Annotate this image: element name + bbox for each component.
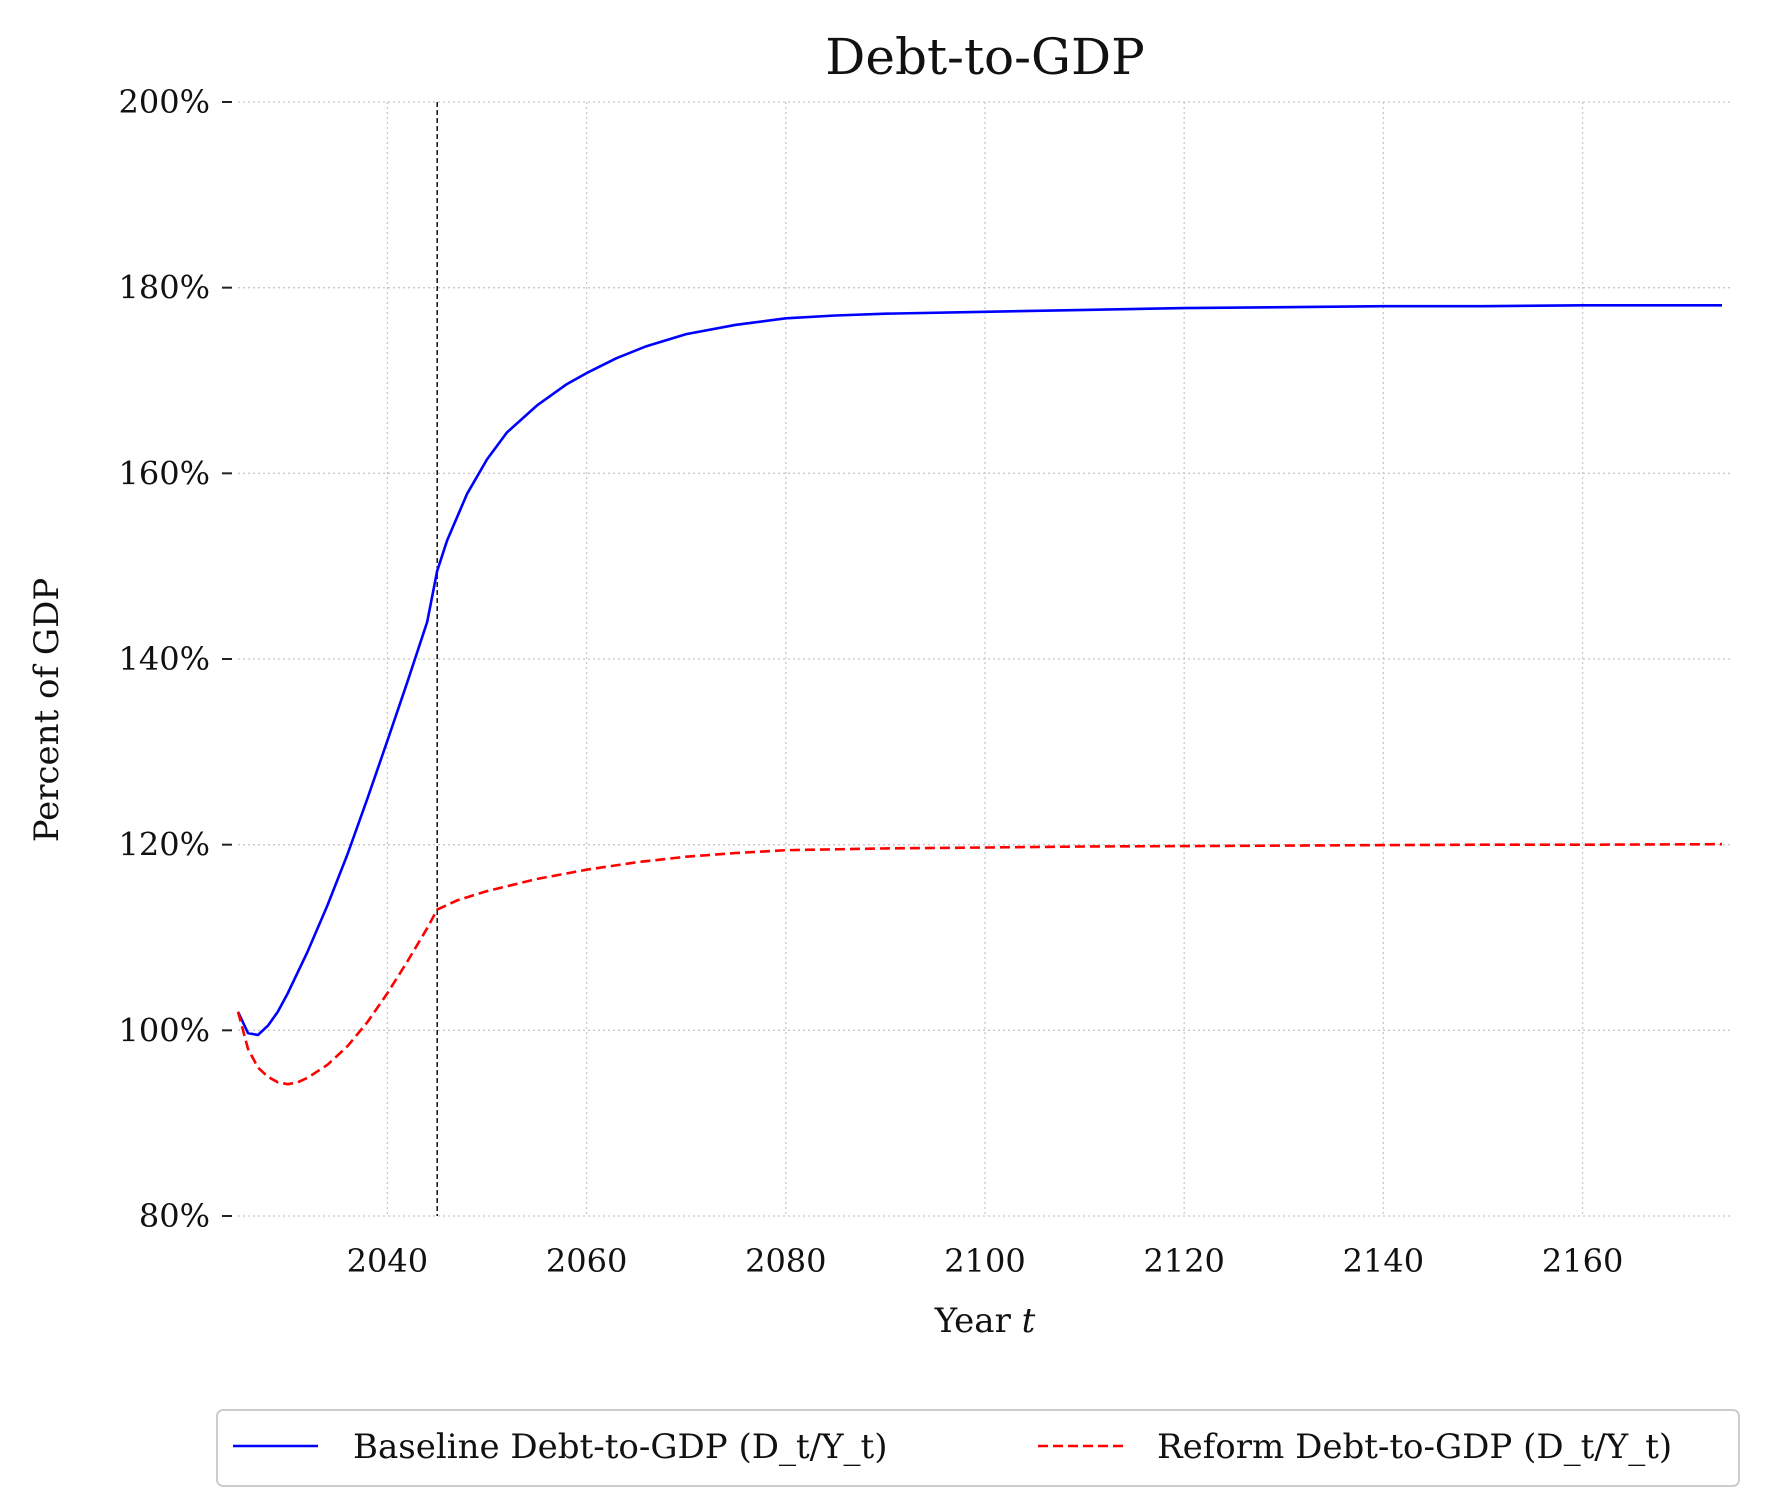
- x-tick-label: 2120: [1143, 1242, 1224, 1280]
- y-tick-label: 80%: [139, 1197, 210, 1235]
- series-line-reform: [236, 842, 1723, 1086]
- y-tick-label: 140%: [119, 640, 210, 678]
- x-tick-label: 2100: [944, 1242, 1025, 1280]
- x-tick-label: 2060: [546, 1242, 627, 1280]
- x-tick-label: 2080: [745, 1242, 826, 1280]
- legend-reform-label: Reform Debt-to-GDP (D_t/Y_t): [1157, 1427, 1672, 1467]
- series-line-baseline: [236, 304, 1722, 1037]
- y-tick-label: 120%: [119, 826, 210, 864]
- grid-lines: [238, 101, 1732, 1217]
- chart-title: Debt-to-GDP: [825, 28, 1144, 86]
- y-tick-label: 100%: [119, 1011, 210, 1049]
- y-tick-label: 180%: [119, 269, 210, 307]
- legend-baseline-label: Baseline Debt-to-GDP (D_t/Y_t): [353, 1427, 887, 1467]
- x-tick-label: 2160: [1542, 1242, 1623, 1280]
- y-axis-ticks: 80% 100% 120% 140% 160% 180% 200%: [119, 83, 232, 1235]
- x-tick-label: 2040: [347, 1242, 428, 1280]
- y-tick-label: 160%: [119, 454, 210, 492]
- x-tick-label: 2140: [1343, 1242, 1424, 1280]
- legend: Baseline Debt-to-GDP (D_t/Y_t) Reform De…: [216, 1409, 1740, 1487]
- x-axis-ticks: 2040 2060 2080 2100 2120 2140 2160: [347, 1242, 1624, 1280]
- series-lines: [236, 304, 1723, 1086]
- y-tick-label: 200%: [119, 83, 210, 121]
- legend-box: [216, 1409, 1740, 1487]
- y-axis-label: Percent of GDP: [27, 578, 67, 842]
- x-axis-label: Year t: [934, 1301, 1036, 1341]
